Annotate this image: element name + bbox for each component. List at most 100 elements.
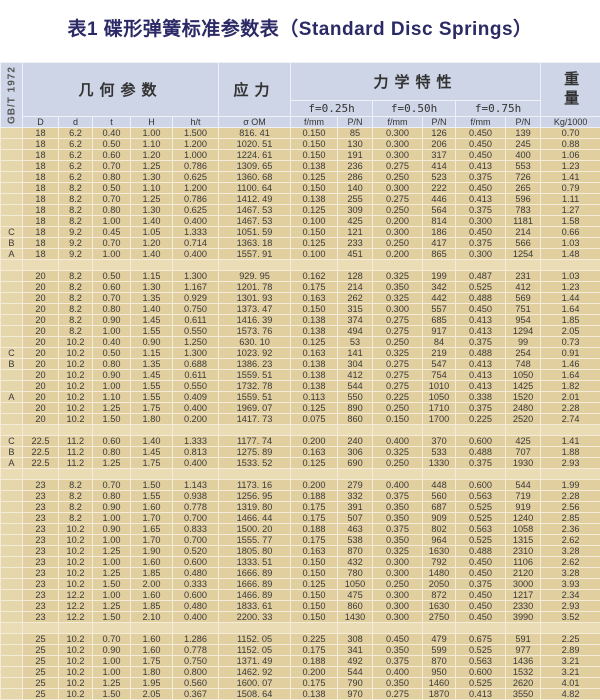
table-cell: 10.2 [58,578,93,590]
weight-header: 重量 [540,62,600,117]
group-spacer [0,424,600,436]
table-cell: 1.50 [130,479,173,491]
series-cell [0,600,23,612]
table-cell: 0.413 [455,160,507,172]
table-cell: 0.175 [290,501,339,513]
table-cell: 1.75 [130,655,173,667]
table-cell: 6.2 [58,149,93,161]
table-cell: 10.2 [58,688,93,700]
table-cell: 1.10 [92,391,131,403]
table-cell: 0.125 [290,171,339,183]
table-cell: 0.250 [372,237,424,249]
table-row: A 18 9.2 1.00 1.40 0.400 1557. 91 0.100 451 0.200… [0,248,600,260]
table-row: 20 8.2 0.80 1.40 0.750 1373. 47 0.150 315 0.300 5… [0,303,600,315]
table-row: 18 6.2 0.70 1.25 0.786 1309. 65 0.138 236 0.275 4… [0,160,600,172]
table-cell: 1555. 77 [218,534,292,546]
table-cell: 3550 [505,688,542,700]
table-cell: 596 [505,193,542,205]
table-cell: 0.750 [171,303,220,315]
table-cell: 18 [22,182,59,194]
table-cell: 1.27 [540,204,600,216]
spacer-cell [92,622,131,634]
table-cell: 1.25 [130,160,173,172]
table-cell: 0.563 [455,655,507,667]
table-cell: 0.138 [290,688,339,700]
table-cell: 0.200 [372,248,424,260]
table-cell: 23 [22,490,59,502]
table-cell: 1.25 [92,567,131,579]
spacer-cell [92,468,131,480]
table-cell: 1.23 [540,160,600,172]
table-cell: 20 [22,347,59,359]
table-cell: 2200. 33 [218,611,292,623]
table-cell: 0.125 [290,336,339,348]
table-cell: 1.05 [130,226,173,238]
column-header: f/mm [290,116,339,128]
table-cell: 1050 [422,391,457,403]
table-cell: 0.525 [455,534,507,546]
table-cell: 1152. 05 [218,633,292,645]
table-cell: 0.400 [171,611,220,623]
spacer-cell [540,468,600,480]
table-cell: 8.2 [58,314,93,326]
table-cell: 0.778 [171,501,220,513]
table-cell: 1.30 [130,171,173,183]
table-cell: 1386. 23 [218,358,292,370]
page-title: 表1 碟形弹簧标准参数表（Standard Disc Springs） [67,19,533,40]
table-cell: 1058 [505,523,542,535]
table-cell: 84 [422,336,457,348]
table-cell: 222 [422,182,457,194]
table-cell: 262 [337,292,374,304]
table-cell: 0.525 [455,677,507,689]
table-cell: 1.286 [171,633,220,645]
table-cell: 0.375 [455,402,507,414]
table-cell: 10.2 [58,413,93,425]
table-cell: 1.41 [540,171,600,183]
table-cell: 0.175 [290,677,339,689]
table-cell: 1.25 [92,545,131,557]
table-cell: 1.55 [130,325,173,337]
table-cell: 0.60 [92,149,131,161]
spacer-cell [372,622,424,634]
table-cell: 0.90 [92,501,131,513]
table-cell: 1181 [505,215,542,227]
table-cell: 0.150 [290,611,339,623]
table-cell: 0.488 [455,347,507,359]
table-cell: 4.82 [540,688,600,700]
table-cell: 1805. 80 [218,545,292,557]
table-cell: 1294 [505,325,542,337]
table-cell: 0.300 [455,248,507,260]
table-cell: 10.2 [58,358,93,370]
table-cell: 0.413 [455,688,507,700]
table-cell: 0.300 [372,600,424,612]
table-row: 20 8.2 0.90 1.45 0.611 1416. 39 0.138 374 0.275 6… [0,314,600,326]
table-row: 23 10.2 1.25 1.85 0.480 1666. 89 0.150 780 0.300… [0,567,600,579]
table-cell: 8.2 [58,281,93,293]
table-cell: 0.163 [290,545,339,557]
spacer-cell [0,424,23,436]
table-cell: 0.375 [455,237,507,249]
series-cell [0,402,23,414]
table-cell: 10.2 [58,369,93,381]
spacer-cell [0,468,23,480]
column-header: H [130,116,173,128]
table-cell: 860 [337,600,374,612]
table-cell: 3.52 [540,611,600,623]
series-cell: B [0,446,23,458]
table-cell: 85 [337,127,374,139]
table-row: 18 8.2 0.80 1.30 0.625 1467. 53 0.125 309 0.250 5… [0,204,600,216]
table-cell: 0.938 [171,490,220,502]
table-cell: 0.113 [290,391,339,403]
series-cell [0,534,23,546]
series-cell [0,589,23,601]
table-cell: 0.300 [372,226,424,238]
table-row: 23 12.2 1.00 1.60 0.600 1466. 89 0.150 475 0.300… [0,589,600,601]
series-cell [0,303,23,315]
table-row: 23 8.2 0.80 1.55 0.938 1256. 95 0.188 332 0.375 5… [0,490,600,502]
table-cell: 18 [22,204,59,216]
table-cell: 0.150 [290,600,339,612]
table-cell: 1532 [505,666,542,678]
table-cell: 0.813 [171,446,220,458]
table-cell: 0.563 [455,523,507,535]
table-cell: 0.600 [455,666,507,678]
